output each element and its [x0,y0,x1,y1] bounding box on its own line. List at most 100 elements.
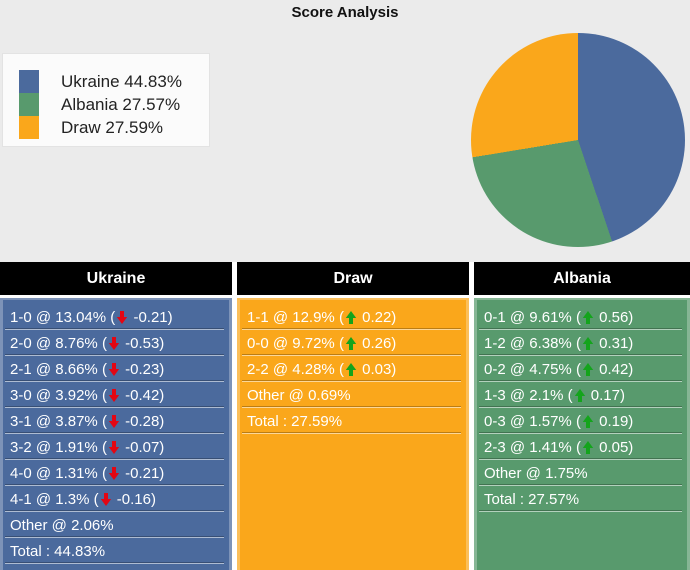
score-row: 2-0 @ 8.76% ( -0.53) [3,330,229,356]
row-text: Total : 27.57% [484,490,580,508]
legend-item-ukraine[interactable]: Ukraine 44.83% [19,70,209,93]
column-header-label: Ukraine [86,269,146,287]
trend-down-icon [108,336,120,350]
score-row: 0-0 @ 9.72% ( 0.26) [240,330,466,356]
score-row: 4-1 @ 1.3% ( -0.16) [3,486,229,512]
row-text: 0-2 @ 4.75% ( [484,360,581,378]
legend-swatch-ukraine [19,70,39,93]
column-draw: Draw 1-1 @ 12.9% ( 0.22) 0-0 @ 9.72% ( 0.… [237,262,469,570]
trend-down-icon [108,362,120,376]
row-delta: -0.16) [112,490,156,508]
row-text: 1-1 @ 12.9% ( [247,308,344,326]
row-text: 0-0 @ 9.72% ( [247,334,344,352]
score-row: 3-0 @ 3.92% ( -0.42) [3,382,229,408]
row-text: 0-1 @ 9.61% ( [484,308,581,326]
score-row: Other @ 1.75% [477,460,687,486]
row-delta: -0.21) [129,308,173,326]
trend-up-icon [582,440,594,454]
row-delta: -0.42) [120,386,165,404]
column-header-draw: Draw [237,262,469,295]
row-delta: 0.26) [357,334,397,352]
row-text: 2-2 @ 4.28% ( [247,360,344,378]
trend-down-icon [108,414,120,428]
legend-item-draw[interactable]: Draw 27.59% [19,116,209,139]
trend-up-icon [345,336,357,350]
column-albania: Albania 0-1 @ 9.61% ( 0.56) 1-2 @ 6.38% (… [474,262,690,570]
row-text: Other @ 2.06% [10,516,114,534]
trend-up-icon [345,362,357,376]
column-divider [469,262,474,570]
score-row: Other @ 0.69% [240,382,466,408]
score-row: 1-1 @ 12.9% ( 0.22) [240,304,466,330]
row-text: 4-0 @ 1.31% ( [10,464,107,482]
score-row: 2-2 @ 4.28% ( 0.03) [240,356,466,382]
row-delta: 0.56) [594,308,634,326]
row-delta: -0.23) [120,360,165,378]
row-delta: -0.21) [120,464,165,482]
score-row: 1-2 @ 6.38% ( 0.31) [477,330,687,356]
score-row: 1-3 @ 2.1% ( 0.17) [477,382,687,408]
trend-up-icon [582,310,594,324]
trend-down-icon [108,388,120,402]
trend-up-icon [574,388,586,402]
row-text: 2-1 @ 8.66% ( [10,360,107,378]
row-text: 3-2 @ 1.91% ( [10,438,107,456]
trend-up-icon [582,414,594,428]
legend-label-ukraine: Ukraine 44.83% [61,71,182,91]
column-header-label: Draw [333,269,373,287]
column-header-ukraine: Ukraine [0,262,232,295]
column-header-label: Albania [553,269,611,287]
score-row: Total : 44.83% [3,538,229,564]
score-table: Ukraine 1-0 @ 13.04% ( -0.21) 2-0 @ 8.76%… [0,262,690,570]
row-delta: -0.53) [120,334,165,352]
legend-label-albania: Albania 27.57% [61,94,181,114]
chart-title: Score Analysis [291,4,399,21]
row-text: 2-0 @ 8.76% ( [10,334,107,352]
score-row: 3-1 @ 3.87% ( -0.28) [3,408,229,434]
legend-swatch-draw [19,116,39,139]
trend-down-icon [108,440,120,454]
legend-item-albania[interactable]: Albania 27.57% [19,93,209,116]
row-text: Total : 27.59% [247,412,343,430]
row-text: 0-3 @ 1.57% ( [484,412,581,430]
row-delta: -0.28) [120,412,165,430]
column-ukraine: Ukraine 1-0 @ 13.04% ( -0.21) 2-0 @ 8.76%… [0,262,232,570]
score-row: Total : 27.57% [477,486,687,512]
legend-label-draw: Draw 27.59% [61,117,164,137]
row-delta: 0.19) [594,412,634,430]
row-text: 3-1 @ 3.87% ( [10,412,107,430]
score-row: 0-3 @ 1.57% ( 0.19) [477,408,687,434]
trend-up-icon [345,310,357,324]
chart-legend: Ukraine 44.83% Albania 27.57% Draw 27.59… [2,53,210,147]
row-text: Total : 44.83% [10,542,106,560]
score-row: 3-2 @ 1.91% ( -0.07) [3,434,229,460]
row-delta: 0.22) [357,308,397,326]
trend-down-icon [100,492,112,506]
row-delta: 0.05) [594,438,634,456]
column-header-albania: Albania [474,262,690,295]
row-delta: 0.31) [594,334,634,352]
row-text: 2-3 @ 1.41% ( [484,438,581,456]
column-panel-ukraine: 1-0 @ 13.04% ( -0.21) 2-0 @ 8.76% ( -0.53… [0,298,232,570]
score-row: Other @ 2.06% [3,512,229,538]
row-text: 3-0 @ 3.92% ( [10,386,107,404]
column-divider [232,262,237,570]
score-row: 1-0 @ 13.04% ( -0.21) [3,304,229,330]
row-text: 4-1 @ 1.3% ( [10,490,99,508]
trend-down-icon [108,466,120,480]
row-delta: 0.42) [594,360,634,378]
column-panel-draw: 1-1 @ 12.9% ( 0.22) 0-0 @ 9.72% ( 0.26) 2-… [237,298,469,570]
row-text: Other @ 0.69% [247,386,351,404]
score-row: Total : 27.59% [240,408,466,434]
row-text: 1-0 @ 13.04% ( [10,308,116,326]
score-row: 0-1 @ 9.61% ( 0.56) [477,304,687,330]
score-row: 4-0 @ 1.31% ( -0.21) [3,460,229,486]
trend-up-icon [582,336,594,350]
row-text: 1-3 @ 2.1% ( [484,386,573,404]
row-delta: 0.17) [586,386,625,404]
row-delta: 0.03) [357,360,397,378]
row-text: Other @ 1.75% [484,464,588,482]
legend-swatch-albania [19,93,39,116]
pie-chart[interactable] [471,33,685,247]
